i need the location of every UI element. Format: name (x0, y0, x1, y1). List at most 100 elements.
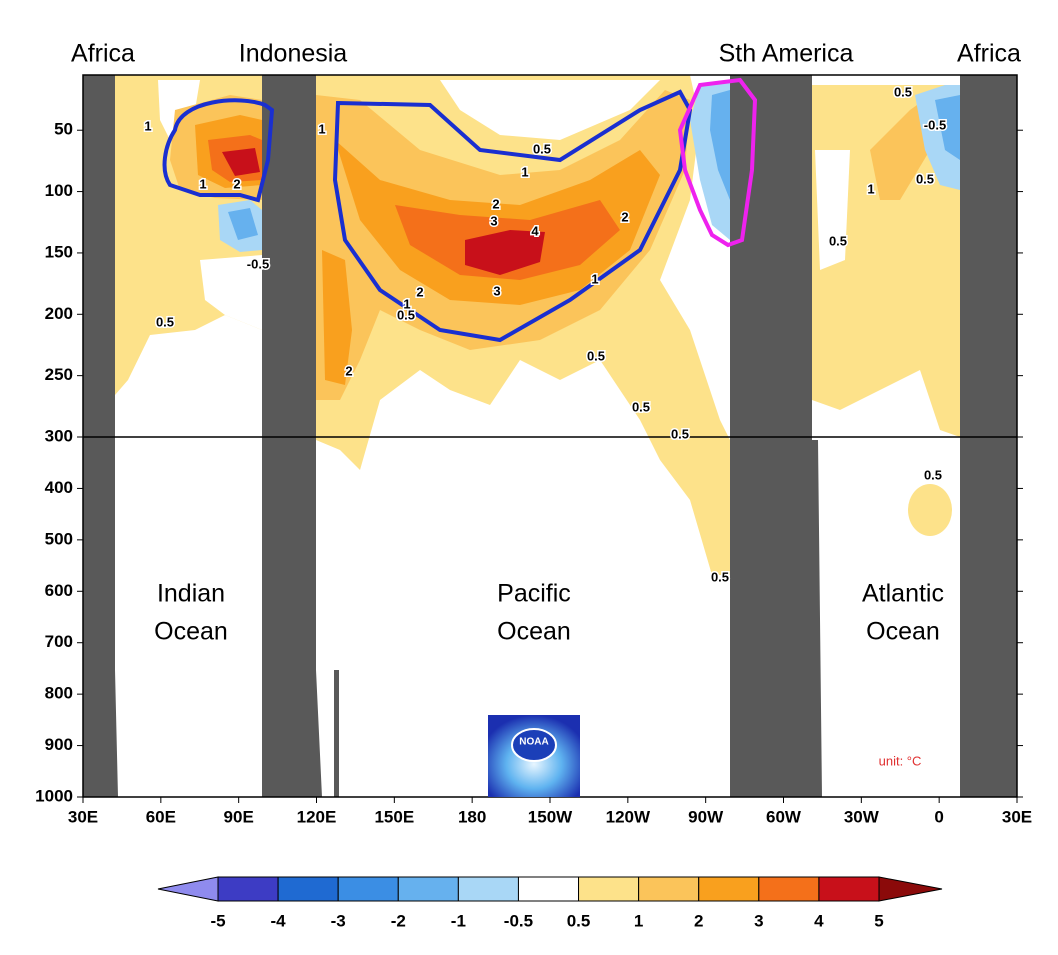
y-tick-label: 200 (45, 304, 73, 323)
region-label: Africa (71, 40, 135, 68)
contour-label: 0.5 (533, 141, 551, 156)
colorbar-segment (337, 876, 399, 902)
contour-label: 1 (403, 296, 410, 311)
x-tick-label: 30E (1002, 807, 1032, 826)
logo-emblem (511, 728, 557, 762)
x-tick-label: 180 (458, 807, 486, 826)
colorbar-label: -2 (391, 911, 406, 930)
y-tick-label: 100 (45, 181, 73, 200)
contour-fill (440, 80, 660, 140)
outline-pacific (332, 89, 693, 343)
ocean-label: Ocean (866, 618, 940, 646)
ocean-label: Pacific (497, 580, 571, 608)
colorbar-label: -0.5 (504, 911, 533, 930)
colorbar-segment (457, 876, 519, 902)
contour-fill (228, 208, 258, 240)
contour-label: 2 (233, 176, 240, 191)
colorbar-label: 4 (814, 911, 824, 930)
y-tick-label: 250 (45, 365, 73, 384)
noaa-logo: NOAA (488, 715, 580, 797)
contour-label: 4 (531, 223, 539, 238)
contour-label: 1 (521, 164, 528, 179)
ocean-label: Ocean (154, 618, 228, 646)
contour-label: 0.5 (711, 569, 729, 584)
colorbar-label: 3 (754, 911, 763, 930)
y-tick-label: 700 (45, 632, 73, 651)
colorbar-segment (638, 876, 700, 902)
contour-label: 3 (493, 283, 500, 298)
colorbar-segment (517, 876, 580, 902)
land-south-america (730, 75, 822, 797)
colorbar-segment (758, 876, 820, 902)
contour-fill (465, 230, 545, 275)
colorbar-segment (277, 876, 339, 902)
y-tick-label: 900 (45, 735, 73, 754)
contour-label: -0.5 (247, 256, 269, 271)
colorbar-label: -1 (451, 911, 466, 930)
x-tick-label: 120E (297, 807, 337, 826)
contour-label: 3 (490, 213, 497, 228)
x-tick-label: 90E (224, 807, 254, 826)
contour-label: 0.5 (894, 84, 912, 99)
y-tick-label: 500 (45, 529, 73, 548)
contour-fill (322, 250, 352, 385)
x-tick-label: 30W (844, 807, 880, 826)
ocean-label: Indian (157, 580, 225, 608)
colorbar-label: 2 (694, 911, 703, 930)
colorbar-label: -4 (271, 911, 287, 930)
contour-label: 0.5 (632, 399, 650, 414)
land-africa (83, 75, 118, 797)
colorbar-segment (217, 876, 279, 902)
contour-label: 1 (867, 181, 874, 196)
outline-south-america (677, 77, 758, 248)
contour-label: 2 (345, 363, 352, 378)
region-label: Africa (957, 40, 1021, 68)
y-tick-label: 300 (45, 426, 73, 445)
unit-label: unit: °C (879, 753, 922, 768)
colorbar-label: 1 (634, 911, 643, 930)
contour-label: 1 (318, 121, 325, 136)
x-tick-label: 30E (68, 807, 98, 826)
region-label: Sth America (719, 40, 854, 68)
y-tick-label: 600 (45, 581, 73, 600)
x-tick-label: 150W (528, 807, 573, 826)
y-tick-label: 50 (54, 120, 73, 139)
contour-label: 0.5 (916, 171, 934, 186)
colorbar-label: 0.5 (567, 911, 591, 930)
contour-fill (222, 148, 260, 176)
contour-label: 0.5 (156, 314, 174, 329)
ocean-label: Ocean (497, 618, 571, 646)
contour-fill (200, 255, 262, 330)
land-africa-east (960, 75, 1017, 797)
colorbar-segment (578, 876, 640, 902)
land-indonesia (262, 75, 322, 797)
y-tick-label: 800 (45, 684, 73, 703)
colorbar-segment (818, 876, 880, 902)
y-tick-label: 1000 (35, 786, 73, 805)
contour-fill (815, 150, 850, 270)
region-label: Indonesia (239, 40, 348, 68)
outline-indian (162, 98, 275, 203)
ocean-label: Atlantic (862, 580, 944, 608)
contour-label: 0.5 (924, 467, 942, 482)
land-island (334, 670, 339, 797)
contour-label: 2 (492, 196, 499, 211)
colorbar-label: 5 (874, 911, 883, 930)
contour-label: 1 (144, 118, 151, 133)
land-masks (83, 75, 1017, 797)
colorbar-arrow (878, 876, 943, 902)
contour-fill (935, 95, 960, 160)
x-tick-label: 120W (606, 807, 651, 826)
contour-fill (710, 90, 730, 200)
contour-label: 0.5 (397, 307, 415, 322)
contour-label: 1 (591, 271, 598, 286)
x-tick-label: 150E (374, 807, 414, 826)
contour-label: 0.5 (671, 426, 689, 441)
contour-fill (908, 484, 952, 536)
contour-fill (812, 85, 960, 437)
x-tick-label: 0 (934, 807, 943, 826)
contour-label: 2 (621, 209, 628, 224)
colorbar-label: -3 (331, 911, 346, 930)
colorbar-segment (397, 876, 459, 902)
x-tick-label: 60W (766, 807, 802, 826)
